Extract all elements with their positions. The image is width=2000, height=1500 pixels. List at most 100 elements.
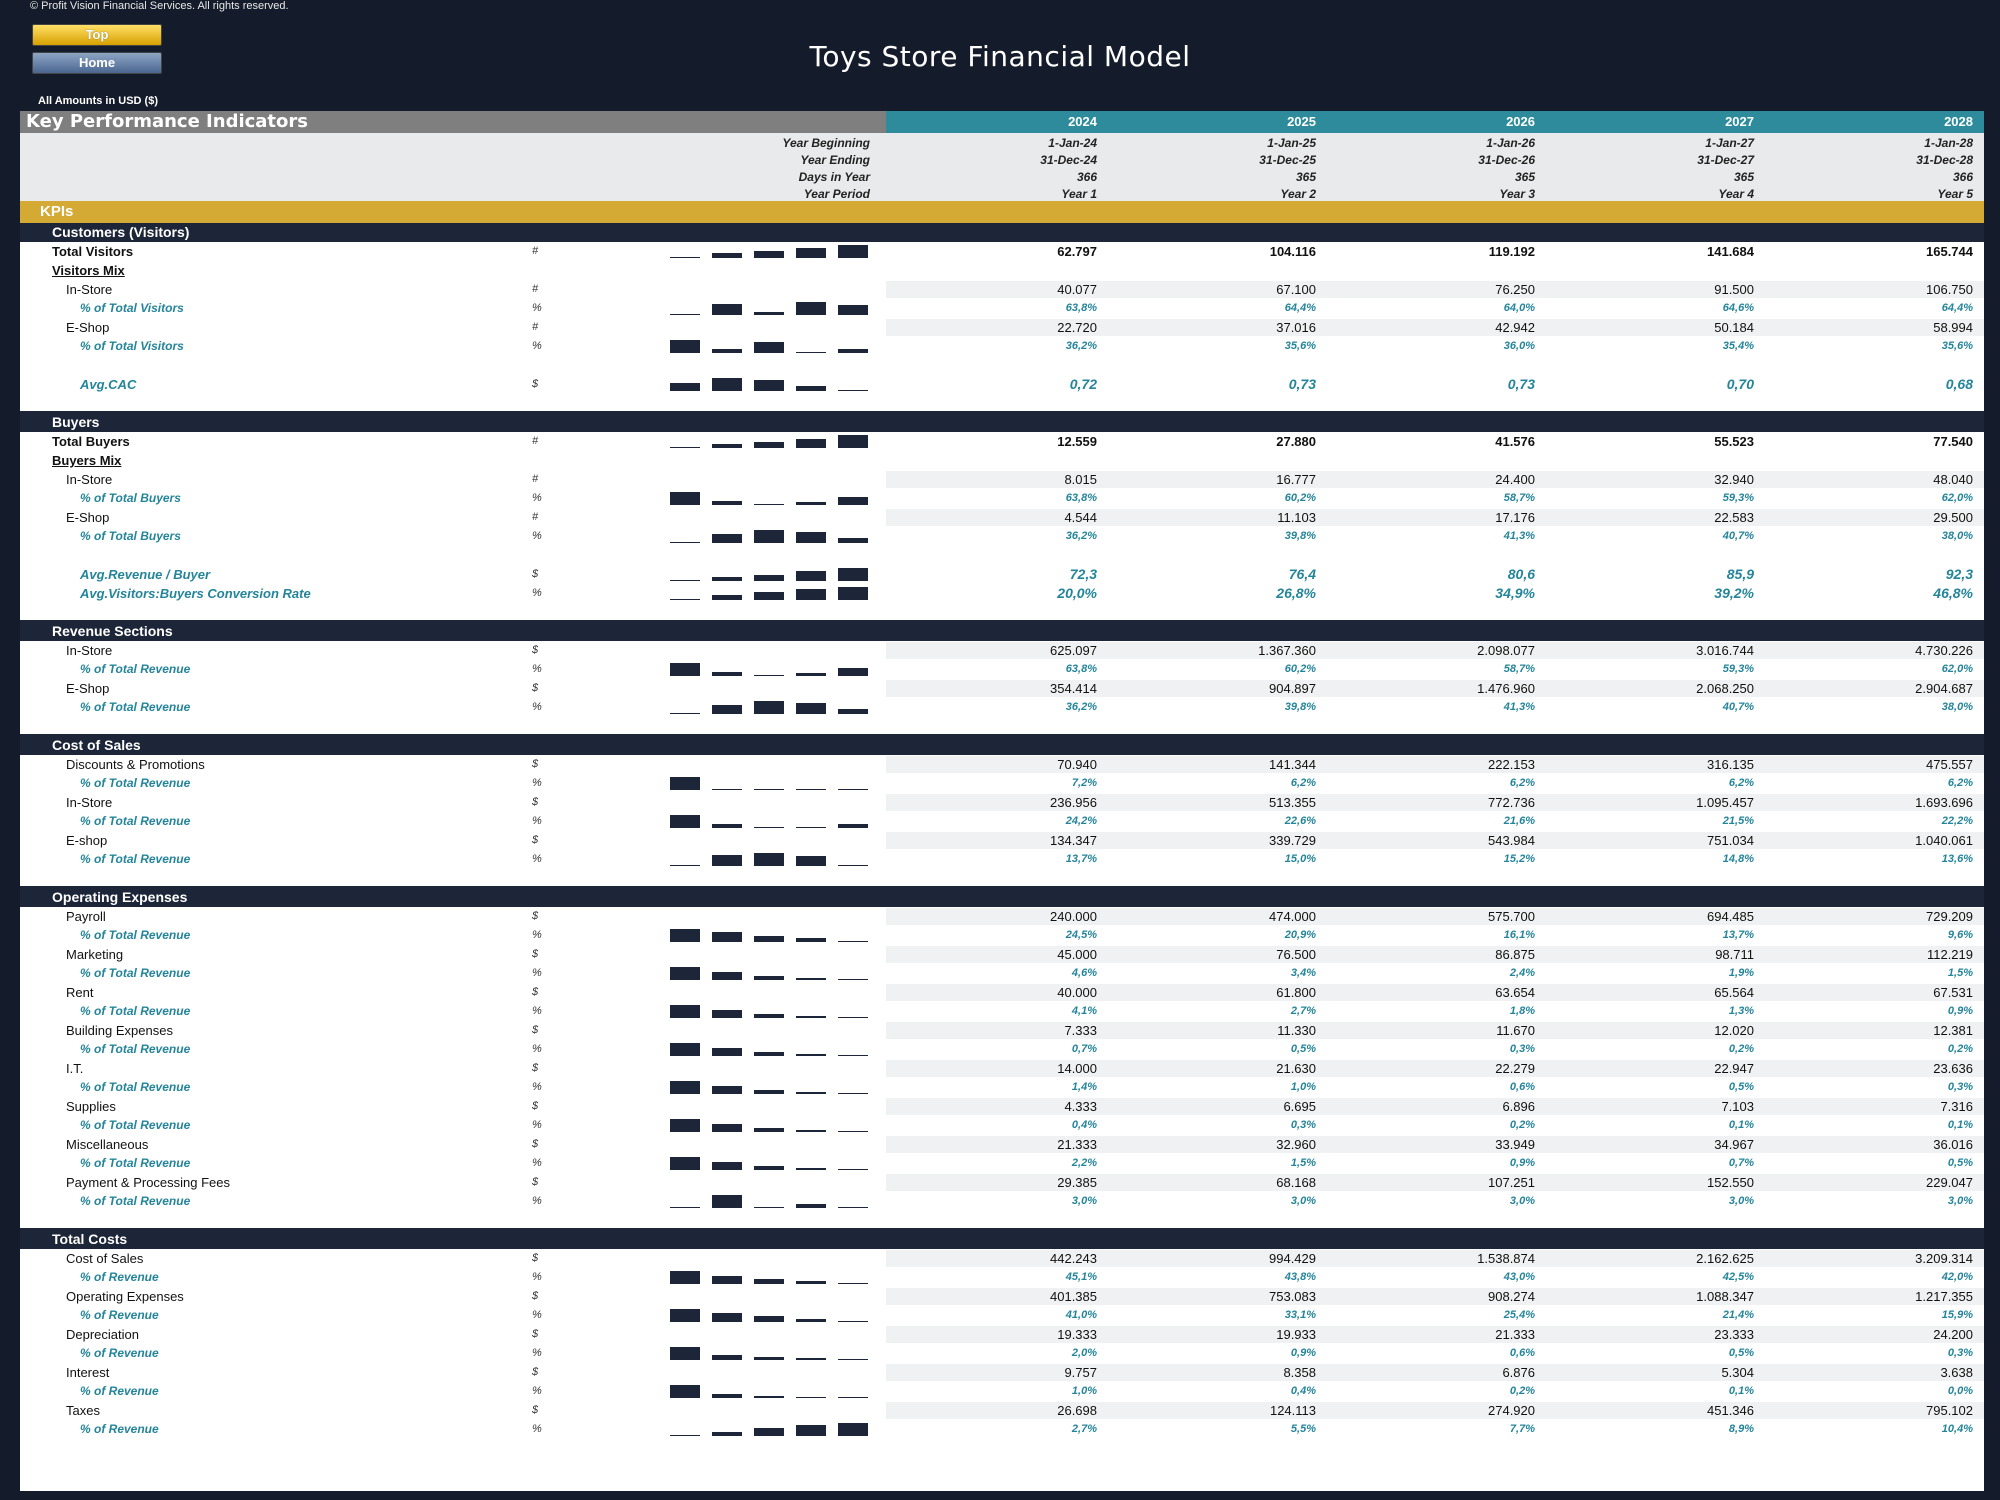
sparkline-bar [796, 386, 826, 391]
cell-value: 14.000 [1057, 1061, 1097, 1076]
row-label: Discounts & Promotions [66, 757, 205, 772]
sparkline-bar [670, 257, 700, 258]
sparkline-bar [754, 1316, 784, 1322]
meta-value: 366 [1952, 170, 1973, 184]
cell-value: 0,5% [1290, 1043, 1316, 1055]
sparkline-bar [754, 675, 784, 676]
cell-value: 1.217.355 [1915, 1289, 1973, 1304]
sparkline-bar [712, 1048, 742, 1056]
value-band [886, 1364, 1984, 1381]
cell-value: 27.880 [1276, 434, 1316, 449]
table-row: Cost of Sales $442.243 994.429 1.538.874 2.1… [20, 1249, 1984, 1268]
row-label: % of Total Revenue [80, 1004, 191, 1018]
unit-label: % [532, 815, 542, 827]
unit-label: % [532, 1081, 542, 1093]
sparkline-bar [838, 1283, 868, 1284]
sparkline-bar [754, 530, 784, 543]
cell-value: 9,6% [1947, 929, 1973, 941]
sparkline [650, 850, 870, 869]
unit-label: $ [532, 948, 539, 960]
meta-value: Year 2 [1280, 187, 1316, 201]
cell-value: 0,5% [1947, 1157, 1973, 1169]
sparkline-bar [838, 668, 868, 676]
cell-value: 58,7% [1503, 492, 1535, 504]
sparkline-bar [838, 587, 868, 600]
cell-value: 62.797 [1057, 244, 1097, 259]
cell-value: 7.333 [1064, 1023, 1097, 1038]
sparkline [650, 565, 870, 584]
unit-label: $ [532, 1366, 539, 1378]
year-header-2028: 2028 [1944, 114, 1973, 129]
sparkline [650, 1154, 870, 1173]
row-label: Total Costs [52, 1231, 128, 1247]
value-band [886, 642, 1984, 659]
currency-note: All Amounts in USD ($) [38, 95, 158, 107]
cell-value: 42,0% [1941, 1271, 1973, 1283]
cell-value: 34,9% [1495, 585, 1535, 601]
unit-label: % [532, 340, 542, 352]
sparkline-bar [670, 777, 700, 790]
percentage-row: % of Total Revenue% 0,4% 0,3% 0,2% 0,1% 0,1% [20, 1116, 1984, 1135]
value-band [886, 984, 1984, 1001]
row-label: In-Store [66, 643, 113, 658]
meta-value: Year 5 [1937, 187, 1973, 201]
cell-value: 59,3% [1722, 492, 1754, 504]
table-row: Interest $9.757 8.358 6.876 5.304 3.638 [20, 1363, 1984, 1382]
meta-value: 365 [1733, 170, 1754, 184]
cell-value: 2,7% [1071, 1423, 1097, 1435]
sparkline-bar [838, 349, 868, 353]
unit-label: $ [532, 1290, 539, 1302]
percentage-row: % of Total Revenue% 0,7% 0,5% 0,3% 0,2% 0,2% [20, 1040, 1984, 1059]
row-label: E-Shop [66, 681, 110, 696]
cell-value: 104.116 [1269, 244, 1316, 259]
meta-label: Year Period [803, 187, 870, 201]
cell-value: 442.243 [1050, 1251, 1097, 1266]
cell-value: 42,5% [1722, 1271, 1754, 1283]
cell-value: 36,2% [1065, 530, 1097, 542]
cell-value: 8.358 [1283, 1365, 1316, 1380]
cell-value: 43,0% [1503, 1271, 1535, 1283]
cell-value: 1.538.874 [1477, 1251, 1535, 1266]
unit-label: % [532, 929, 542, 941]
cell-value: 13,6% [1941, 853, 1973, 865]
top-button[interactable]: Top [32, 24, 162, 46]
cell-value: 12.381 [1933, 1023, 1973, 1038]
sparkline-bar [838, 1169, 868, 1170]
value-band [886, 1174, 1984, 1191]
cell-value: 0,1% [1728, 1385, 1754, 1397]
value-band [886, 1098, 1984, 1115]
sparkline-bar [838, 538, 868, 543]
cell-value: 3,0% [1509, 1195, 1535, 1207]
cell-value: 8,9% [1728, 1423, 1754, 1435]
unit-label: # [532, 283, 539, 295]
sparkline-bar [838, 941, 868, 942]
row-label: Avg.Visitors:Buyers Conversion Rate [80, 586, 311, 601]
row-label: Buyers Mix [52, 453, 122, 468]
sparkline-bar [712, 304, 742, 315]
meta-value: 1-Jan-24 [1048, 136, 1097, 150]
table-row: In-Store #8.015 16.777 24.400 32.940 48.040 [20, 470, 1984, 489]
unit-label: % [532, 967, 542, 979]
cell-value: 107.251 [1488, 1175, 1535, 1190]
table-row: Payment & Processing Fees $29.385 68.168 10… [20, 1173, 1984, 1192]
unit-label: $ [532, 910, 539, 922]
cell-value: 0,2% [1509, 1385, 1535, 1397]
sparkline-bar [754, 1357, 784, 1360]
home-button[interactable]: Home [32, 52, 162, 74]
sparkline-bar [838, 1359, 868, 1360]
cell-value: 474.000 [1269, 909, 1316, 924]
cell-value: 42.942 [1495, 320, 1535, 335]
cell-value: 21.333 [1495, 1327, 1535, 1342]
cell-value: 795.102 [1926, 1403, 1973, 1418]
row-label: % of Total Revenue [80, 928, 191, 942]
sparkline-bar [670, 542, 700, 543]
row-label: % of Revenue [80, 1308, 159, 1322]
sparkline-bar [754, 1207, 784, 1208]
sparkline-bar [838, 1321, 868, 1322]
row-label: % of Total Revenue [80, 966, 191, 980]
sparkline [650, 1382, 870, 1401]
row-label: Payment & Processing Fees [66, 1175, 231, 1190]
cell-value: 904.897 [1269, 681, 1316, 696]
cell-value: 14,8% [1722, 853, 1754, 865]
sparkline-bar [712, 705, 742, 714]
